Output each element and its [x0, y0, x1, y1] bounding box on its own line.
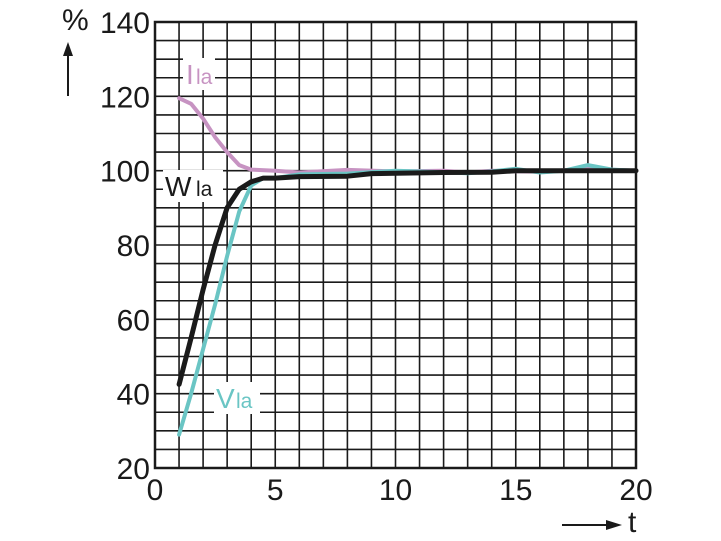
- x-tick-label: 5: [267, 474, 284, 507]
- series-label-w: W la: [163, 170, 223, 202]
- y-tick-label: 60: [117, 304, 150, 337]
- series-line-w: [176, 168, 639, 387]
- y-tick-label: 40: [117, 379, 150, 412]
- y-axis-label: %: [62, 4, 89, 37]
- x-axis-label: t: [628, 506, 637, 539]
- plot-frame: [153, 20, 638, 470]
- series-label-v-main: V: [216, 383, 235, 414]
- series-label-i: I la: [183, 58, 215, 90]
- x-tick-label: 15: [499, 474, 532, 507]
- x-tick-label: 10: [379, 474, 412, 507]
- y-tick-label: 120: [100, 81, 150, 114]
- grid-lines: [155, 22, 636, 468]
- x-tick-label: 20: [619, 474, 652, 507]
- x-tick-label: 0: [147, 474, 164, 507]
- y-tick-label: 80: [117, 230, 150, 263]
- y-axis-arrow-head: [63, 42, 73, 56]
- series-label-w-sub: la: [196, 178, 213, 201]
- series-label-w-main: W: [165, 171, 192, 202]
- series-label-i-sub: la: [196, 66, 213, 89]
- series-label-v: V la: [214, 382, 260, 414]
- series-lines: [176, 96, 639, 437]
- y-tick-labels: 20 40 60 80 100 120 140: [100, 7, 150, 486]
- series-label-i-main: I: [186, 59, 194, 90]
- series-line-i: [177, 96, 638, 175]
- y-tick-label: 140: [100, 7, 150, 40]
- x-tick-labels: 0 5 10 15 20: [147, 474, 653, 507]
- series-label-v-sub: la: [236, 390, 253, 413]
- x-axis-arrow-head: [606, 520, 622, 530]
- y-tick-label: 100: [100, 156, 150, 189]
- y-tick-label: 20: [117, 453, 150, 486]
